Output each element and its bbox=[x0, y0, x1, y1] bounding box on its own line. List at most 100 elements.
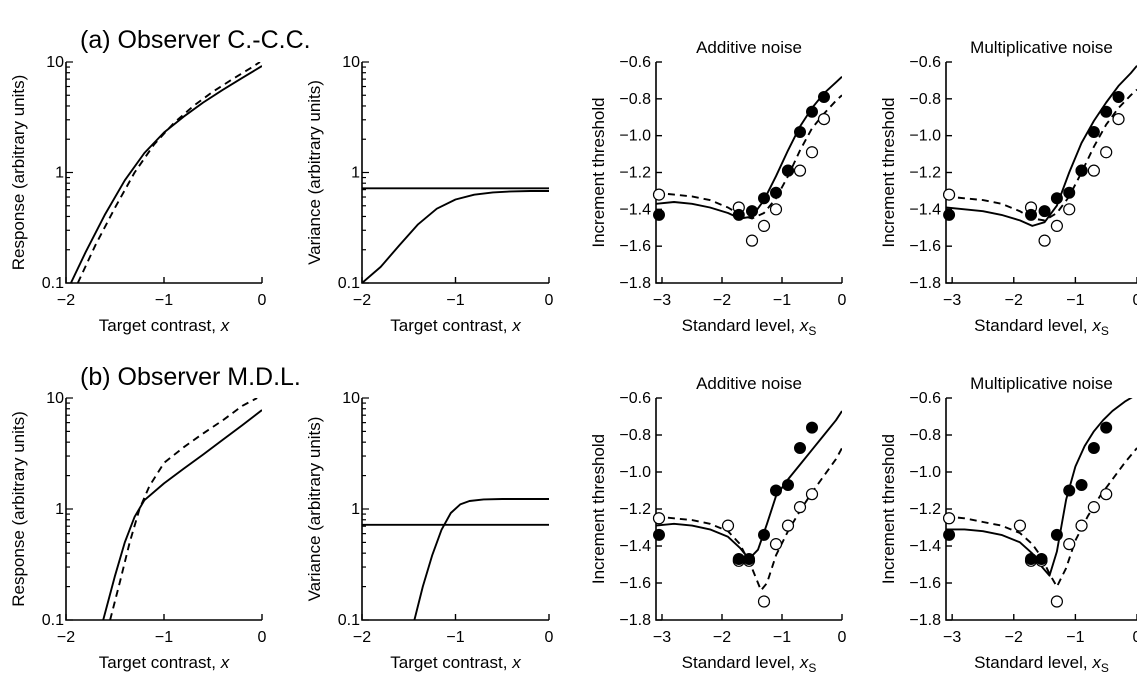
point-open-b3-6 bbox=[781, 519, 795, 532]
series-a2-1 bbox=[362, 190, 549, 283]
xtick-label-b4-3: 0 bbox=[1133, 629, 1137, 646]
point-filled-a4-2 bbox=[1038, 205, 1051, 218]
series-group-a2 bbox=[362, 187, 549, 283]
ylabel-b3: Increment threshold bbox=[589, 434, 608, 584]
axes-a3 bbox=[655, 62, 842, 284]
axes-a4 bbox=[945, 62, 1137, 284]
ytick-label-b1-0: 0.1 bbox=[42, 612, 64, 629]
point-open-b4-7 bbox=[1087, 501, 1100, 514]
ytick-label-b4-2: −1.4 bbox=[909, 538, 941, 555]
panel-a1: −2 −1 0 0.1 1 10 Response (arbitrary units) Tar… bbox=[9, 54, 267, 335]
ytick-label-a1-0: 0.1 bbox=[42, 275, 64, 292]
ytick-label-a3-5: −0.8 bbox=[619, 91, 651, 108]
xlabel-b1: Target contrast, x bbox=[99, 653, 230, 672]
xtick-label-b1-2: 0 bbox=[258, 629, 267, 646]
xtick-label-a1-1: −1 bbox=[155, 292, 173, 309]
xtick-label-a4-2: −1 bbox=[1066, 292, 1084, 309]
series-b4-1 bbox=[946, 447, 1137, 588]
point-open-b3-1 bbox=[721, 519, 735, 532]
ytick-label-b2-1: 1 bbox=[351, 501, 360, 518]
ytick-label-a4-3: −1.2 bbox=[909, 165, 941, 182]
panel-b4: −3 −2 −1 0 −1.8 −1.6 −1.4 −1.2 −1.0 −0.8 −0.6 Incre… bbox=[879, 374, 1137, 675]
ylabel-a1: Response (arbitrary units) bbox=[9, 75, 28, 271]
ytick-label-b1-1: 1 bbox=[55, 501, 64, 518]
ytick-label-a4-1: −1.6 bbox=[909, 238, 941, 255]
point-open-a4-3 bbox=[1050, 219, 1064, 233]
point-open-b3-0 bbox=[652, 512, 666, 525]
panel-a4: −3 −2 −1 0 −1.8 −1.6 −1.4 −1.2 −1.0 −0.8 −0.6 Incre… bbox=[879, 38, 1137, 338]
series-a4-0 bbox=[946, 65, 1137, 227]
axes-a2 bbox=[361, 62, 549, 284]
ytick-label-a1-1: 1 bbox=[55, 165, 64, 182]
row-a-label: (a) Observer C.-C.C. bbox=[80, 26, 311, 54]
ytick-label-b4-4: −1.0 bbox=[909, 464, 941, 481]
ytick-label-a1-2: 10 bbox=[46, 54, 64, 71]
point-filled-b3-6 bbox=[794, 441, 806, 454]
point-open-a4-6 bbox=[1087, 164, 1100, 177]
ytick-label-a3-0: −1.8 bbox=[619, 275, 651, 292]
point-filled-a3-6 bbox=[794, 125, 806, 138]
panel-a2: −2 −1 0 0.1 1 10 Variance (arbitrary units) Tar… bbox=[305, 54, 554, 335]
series-b4-0 bbox=[946, 398, 1133, 577]
point-open-b3-5 bbox=[769, 538, 783, 551]
xtick-label-a3-3: 0 bbox=[838, 292, 847, 309]
point-filled-b4-1 bbox=[1025, 552, 1038, 565]
ytick-label-a3-3: −1.2 bbox=[619, 165, 651, 182]
point-filled-b3-0 bbox=[653, 528, 665, 541]
xtick-label-a2-0: −2 bbox=[353, 292, 371, 309]
title-a4: Multiplicative noise bbox=[970, 38, 1113, 57]
ytick-label-b3-0: −1.8 bbox=[619, 612, 651, 629]
series-b3-1 bbox=[656, 447, 842, 592]
point-filled-b4-7 bbox=[1100, 421, 1113, 434]
ytick-label-b3-4: −1.0 bbox=[619, 464, 651, 481]
ytick-label-b3-2: −1.4 bbox=[619, 538, 651, 555]
point-open-b4-8 bbox=[1100, 488, 1113, 501]
point-filled-b3-7 bbox=[806, 421, 818, 434]
series-b1-1 bbox=[109, 398, 258, 620]
ytick-label-b1-2: 10 bbox=[46, 390, 64, 407]
ytick-label-a2-1: 1 bbox=[351, 165, 360, 182]
ytick-label-a4-0: −1.8 bbox=[909, 275, 941, 292]
point-filled-b4-5 bbox=[1075, 478, 1088, 491]
panel-b1: −2 −1 0 0.1 1 10 Response (arbitrary units) Tar… bbox=[9, 390, 267, 672]
ytick-label-a2-0: 0.1 bbox=[338, 275, 360, 292]
ylabel-a4: Increment threshold bbox=[879, 97, 898, 247]
ytick-label-b4-0: −1.8 bbox=[909, 612, 941, 629]
xlabel-a4: Standard level, xS bbox=[974, 316, 1109, 338]
ytick-label-b3-5: −0.8 bbox=[619, 427, 651, 444]
title-b3: Additive noise bbox=[696, 374, 802, 393]
point-open-a4-7 bbox=[1100, 146, 1113, 159]
ytick-label-b4-1: −1.6 bbox=[909, 575, 941, 592]
point-open-a4-8 bbox=[1112, 112, 1125, 126]
series-a1-1 bbox=[76, 62, 261, 283]
point-filled-a4-5 bbox=[1075, 164, 1088, 177]
point-filled-b3-2 bbox=[743, 552, 755, 565]
ytick-label-a3-1: −1.6 bbox=[619, 238, 651, 255]
ylabel-b2: Variance (arbitrary units) bbox=[305, 417, 324, 602]
ytick-label-a4-4: −1.0 bbox=[909, 128, 941, 145]
point-filled-b4-3 bbox=[1050, 528, 1063, 541]
xlabel-a1: Target contrast, x bbox=[99, 316, 230, 335]
xtick-label-a1-0: −2 bbox=[57, 292, 75, 309]
xtick-label-b1-0: −2 bbox=[57, 629, 75, 646]
title-a3: Additive noise bbox=[696, 38, 802, 57]
ytick-label-a2-2: 10 bbox=[342, 54, 360, 71]
ytick-label-b4-5: −0.8 bbox=[909, 427, 941, 444]
point-open-b4-5 bbox=[1063, 538, 1076, 551]
point-open-a3-7 bbox=[805, 146, 819, 159]
series-a3-1 bbox=[656, 94, 842, 220]
xtick-label-a3-1: −2 bbox=[713, 292, 731, 309]
series-group-a1 bbox=[70, 62, 262, 283]
point-filled-a3-5 bbox=[782, 164, 794, 177]
ytick-label-b4-3: −1.2 bbox=[909, 501, 941, 518]
point-open-a3-3 bbox=[757, 219, 771, 233]
xlabel-b2: Target contrast, x bbox=[390, 653, 521, 672]
point-open-a4-0 bbox=[942, 188, 956, 201]
point-open-a3-2 bbox=[745, 234, 759, 247]
xtick-label-a3-2: −1 bbox=[773, 292, 791, 309]
xtick-label-a1-2: 0 bbox=[258, 292, 267, 309]
ytick-label-a3-2: −1.4 bbox=[619, 201, 651, 218]
series-group-b1 bbox=[102, 398, 262, 620]
